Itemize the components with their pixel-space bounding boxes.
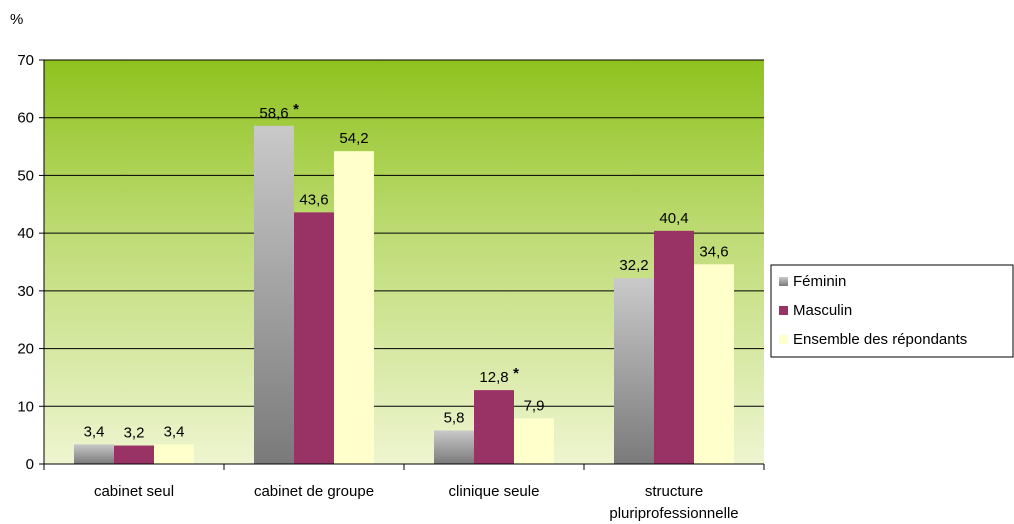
y-tick-label: 0	[26, 456, 34, 473]
significance-marker: *	[513, 365, 519, 382]
bar	[514, 418, 554, 464]
bar	[114, 445, 154, 464]
data-label: 34,6	[699, 243, 728, 260]
data-label: 43,6	[299, 191, 328, 208]
bar	[294, 212, 334, 464]
bar	[654, 230, 694, 464]
legend	[770, 264, 1014, 358]
data-label: 32,2	[619, 257, 648, 274]
bar	[694, 264, 734, 464]
y-axis-unit-label: %	[10, 11, 23, 28]
bar	[614, 278, 654, 464]
y-tick-label: 10	[17, 398, 34, 415]
x-tick-label: structure pluriprofessionnelle	[609, 483, 738, 522]
y-tick-label: 20	[17, 341, 34, 358]
significance-marker: *	[293, 101, 299, 118]
legend-label: Ensemble des répondants	[793, 331, 967, 348]
y-tick-label: 50	[17, 167, 34, 184]
y-tick-label: 30	[17, 283, 34, 300]
legend-swatch	[779, 306, 788, 315]
x-tick-label: cabinet seul	[94, 483, 174, 500]
legend-label: Masculin	[793, 302, 852, 319]
data-label: 58,6	[259, 105, 288, 122]
bar	[434, 430, 474, 464]
data-label: 7,9	[524, 397, 545, 414]
legend-label: Féminin	[793, 273, 846, 290]
bar	[74, 444, 114, 464]
bar	[334, 151, 374, 464]
x-tick-label: clinique seule	[449, 483, 540, 500]
y-tick-label: 60	[17, 110, 34, 127]
legend-swatch	[779, 335, 788, 344]
legend-swatch	[779, 277, 788, 286]
bar	[254, 125, 294, 465]
data-label: 54,2	[339, 130, 368, 147]
data-label: 40,4	[659, 210, 688, 227]
x-tick-label: cabinet de groupe	[254, 483, 374, 500]
y-tick-label: 70	[17, 52, 34, 69]
bar	[474, 390, 514, 464]
data-label: 3,2	[124, 425, 145, 442]
data-label: 12,8	[479, 369, 508, 386]
data-label: 3,4	[84, 423, 105, 440]
data-label: 5,8	[444, 410, 465, 427]
y-tick-label: 40	[17, 225, 34, 242]
data-label: 3,4	[164, 423, 185, 440]
bar	[154, 444, 194, 464]
